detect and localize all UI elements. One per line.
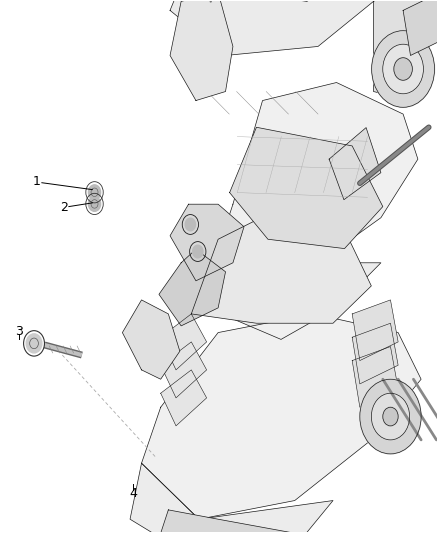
Polygon shape [153,510,295,533]
Circle shape [394,58,412,80]
Circle shape [88,197,101,212]
Polygon shape [161,370,207,426]
Polygon shape [403,0,438,55]
Polygon shape [329,127,381,200]
Circle shape [88,185,101,200]
Polygon shape [170,204,244,281]
Polygon shape [159,249,226,326]
Polygon shape [191,207,371,323]
Polygon shape [218,83,418,294]
Polygon shape [161,314,207,370]
Polygon shape [352,300,398,360]
Polygon shape [352,323,398,384]
Polygon shape [374,0,429,101]
Polygon shape [226,0,366,2]
Text: 2: 2 [60,200,67,214]
Circle shape [26,334,42,353]
Polygon shape [161,342,207,398]
Polygon shape [352,346,398,407]
Polygon shape [207,249,381,340]
Text: 1: 1 [33,175,41,188]
Circle shape [383,407,398,426]
Text: 4: 4 [129,487,137,500]
Circle shape [383,44,424,94]
Polygon shape [230,127,383,248]
Polygon shape [130,463,333,533]
Circle shape [371,393,410,440]
Circle shape [372,31,434,107]
Polygon shape [170,0,374,55]
Polygon shape [170,0,233,101]
Text: 3: 3 [15,325,23,338]
Circle shape [360,379,421,454]
Circle shape [185,218,195,231]
Polygon shape [122,300,180,379]
Circle shape [193,245,203,258]
Polygon shape [141,314,421,519]
